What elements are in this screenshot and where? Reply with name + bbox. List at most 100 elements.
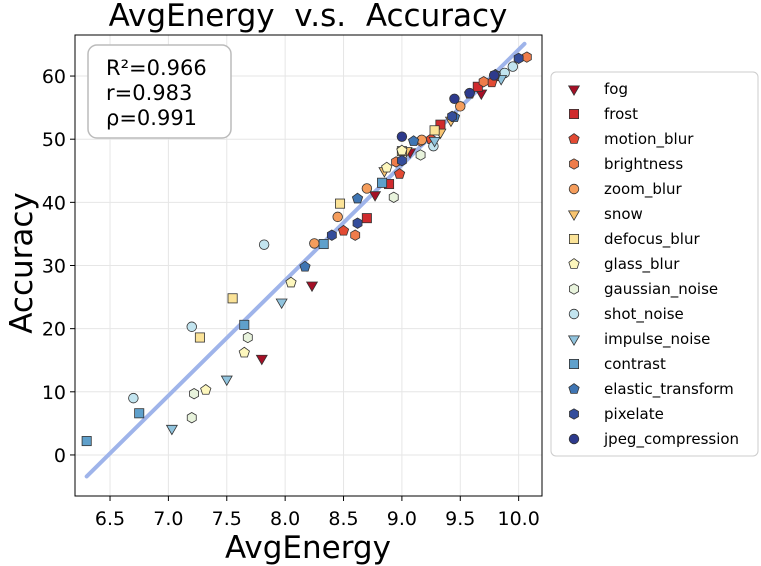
data-point: [507, 61, 519, 72]
data-point: [351, 192, 364, 204]
y-tick-label: 0: [54, 445, 66, 467]
legend-label: contrast: [604, 355, 666, 373]
data-point: [128, 392, 139, 404]
data-point: [258, 239, 270, 250]
data-point: [285, 276, 297, 288]
data-point: [393, 168, 406, 179]
data-point: [238, 346, 250, 358]
legend-marker: [569, 233, 580, 244]
x-tick-label: 10.0: [497, 508, 539, 530]
data-point: [220, 375, 233, 387]
data-point: [299, 260, 311, 272]
data-point: [521, 51, 532, 63]
legend-marker: [568, 183, 580, 195]
data-point: [332, 211, 343, 223]
legend-label: jpeg_compression: [603, 430, 739, 449]
data-point: [429, 125, 440, 136]
data-point: [478, 76, 489, 88]
data-point: [165, 424, 178, 436]
series-gaussian-noise: [186, 149, 426, 424]
legend-item: motion_blur: [568, 130, 694, 149]
y-tick-label: 60: [42, 66, 66, 88]
legend-item: gaussian_noise: [569, 280, 718, 299]
data-point: [513, 52, 524, 65]
legend-label: gaussian_noise: [604, 280, 718, 299]
data-point: [200, 384, 212, 395]
legend-marker: [569, 158, 579, 170]
y-axis-label: Accuracy: [4, 192, 40, 334]
legend-label: snow: [604, 205, 643, 223]
legend-item: zoom_blur: [568, 180, 683, 199]
legend: fog frost motion_blur brightness zoom_blursn…: [550, 71, 759, 457]
legend-marker: [569, 283, 579, 295]
data-point: [134, 408, 145, 419]
legend-label: impulse_noise: [604, 330, 710, 349]
data-point: [377, 177, 388, 188]
series-glass-blur: [200, 144, 408, 395]
legend-marker: [569, 358, 580, 369]
data-point: [186, 321, 197, 332]
data-point: [318, 239, 329, 250]
legend-label: glass_blur: [604, 255, 680, 274]
legend-item: frost: [569, 105, 638, 123]
legend-item: pixelate: [569, 405, 664, 423]
data-point: [194, 332, 205, 343]
stat-spearman-rho: ρ=0.991: [106, 106, 197, 130]
data-point: [428, 136, 441, 148]
x-tick-label: 8.5: [328, 508, 358, 530]
data-point: [361, 183, 373, 194]
data-point: [449, 93, 460, 104]
stat-pearson-r: r=0.983: [106, 81, 192, 105]
legend-label: pixelate: [604, 405, 664, 423]
series-zoom-blur: [309, 101, 466, 249]
data-point: [388, 191, 399, 203]
data-point: [455, 101, 466, 112]
data-point: [227, 293, 238, 304]
data-point: [396, 144, 408, 156]
plot-area: 6.5 7.0 7.5 8.0 8.5 9.0 9.5 10.0 0 10 20 30 40 50 60: [42, 34, 543, 530]
legend-label: brightness: [604, 155, 683, 173]
y-tick-label: 50: [42, 129, 66, 151]
legend-item: contrast: [569, 355, 666, 373]
legend-marker: [567, 210, 581, 221]
legend-item: jpeg_compression: [568, 430, 739, 449]
data-point: [472, 81, 483, 92]
data-point: [407, 135, 420, 146]
legend-item: snow: [567, 205, 643, 223]
stat-r-squared: R²=0.966: [106, 56, 207, 80]
data-point: [396, 155, 407, 167]
legend-item: brightness: [569, 155, 683, 173]
grid: [75, 35, 542, 496]
legend-item: elastic_transform: [568, 380, 734, 399]
data-point: [335, 198, 346, 209]
data-point: [415, 149, 426, 161]
legend-marker: [569, 109, 580, 120]
series-fog: [255, 89, 488, 366]
data-point: [361, 213, 372, 224]
y-tick-label: 30: [42, 256, 66, 278]
legend-label: frost: [604, 105, 638, 123]
legend-item: shot_noise: [568, 305, 684, 324]
legend-marker: [568, 133, 580, 144]
data-point: [186, 412, 197, 424]
x-tick-label: 6.5: [95, 508, 125, 530]
series-jpeg-compression: [396, 70, 500, 142]
legend-marker: [568, 383, 580, 394]
data-point: [239, 319, 250, 330]
legend-label: motion_blur: [604, 130, 694, 149]
data-point: [350, 229, 361, 241]
data-point: [309, 238, 320, 249]
chart-title: AvgEnergy v.s. Accuracy: [109, 0, 508, 34]
stats-box: R²=0.966 r=0.983 ρ=0.991: [87, 44, 232, 139]
x-axis-label: AvgEnergy: [225, 530, 391, 566]
legend-marker: [567, 85, 581, 96]
legend-label: fog: [604, 80, 628, 98]
data-point: [381, 161, 393, 173]
data-point: [242, 331, 253, 344]
legend-item: fog: [567, 80, 628, 98]
data-point: [337, 224, 350, 236]
legend-label: shot_noise: [604, 305, 684, 324]
legend-label: zoom_blur: [604, 180, 683, 199]
y-tick-label: 40: [42, 192, 66, 214]
legend-item: impulse_noise: [567, 330, 710, 349]
